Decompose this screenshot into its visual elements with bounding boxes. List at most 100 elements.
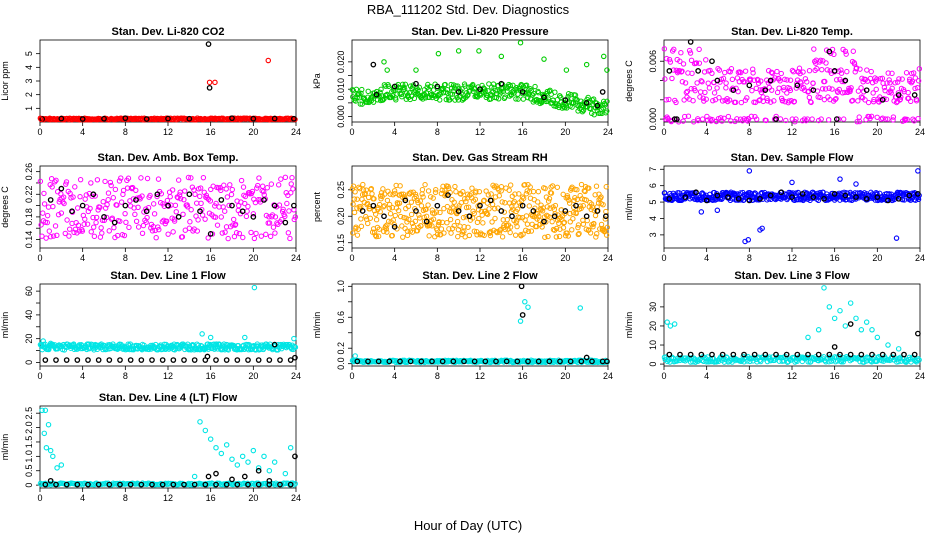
data-point xyxy=(839,78,845,85)
data-point xyxy=(217,185,223,191)
data-point xyxy=(175,177,182,183)
data-point xyxy=(444,220,450,226)
data-point xyxy=(207,198,214,204)
data-point xyxy=(287,235,293,242)
data-point xyxy=(821,285,827,291)
data-point xyxy=(260,183,266,189)
data-point xyxy=(437,209,443,216)
data-point xyxy=(48,234,54,240)
plot-frame xyxy=(663,165,921,249)
data-point xyxy=(715,65,721,72)
data-point xyxy=(758,78,764,84)
data-point xyxy=(254,185,260,191)
panel-y-label: Licor ppm xyxy=(0,61,10,101)
panel-title: Stan. Dev. Li-820 Temp. xyxy=(731,26,853,38)
data-point xyxy=(889,70,895,77)
data-point xyxy=(365,220,371,227)
data-point xyxy=(277,357,283,363)
x-tick-label: 20 xyxy=(872,127,882,137)
data-point xyxy=(63,357,70,363)
data-point xyxy=(853,194,859,201)
data-point xyxy=(245,481,251,488)
data-point xyxy=(874,76,880,82)
x-tick-label: 24 xyxy=(603,127,613,137)
y-tick-label: 5 xyxy=(24,51,34,56)
data-point xyxy=(524,221,531,227)
data-point xyxy=(885,342,891,348)
data-point xyxy=(744,95,750,101)
data-point xyxy=(133,218,140,225)
data-point xyxy=(777,116,784,122)
data-point xyxy=(726,97,733,103)
data-point xyxy=(808,99,814,106)
data-point xyxy=(285,230,292,236)
data-point xyxy=(745,116,752,122)
data-point xyxy=(404,232,411,239)
data-point xyxy=(519,89,526,95)
data-point xyxy=(815,197,822,204)
x-tick-label: 4 xyxy=(704,253,709,263)
data-point xyxy=(879,96,886,103)
data-point xyxy=(855,88,862,94)
data-point xyxy=(599,89,606,95)
data-point xyxy=(413,193,419,200)
data-point xyxy=(400,191,407,197)
data-point xyxy=(289,174,295,181)
data-point xyxy=(170,357,177,363)
data-point xyxy=(783,351,790,358)
data-point xyxy=(41,430,48,437)
data-point xyxy=(462,196,468,202)
data-point xyxy=(570,216,576,222)
data-point xyxy=(600,201,606,208)
data-point xyxy=(125,175,132,181)
data-point xyxy=(186,191,193,198)
data-point xyxy=(679,68,685,74)
data-point xyxy=(79,202,86,209)
data-point xyxy=(42,481,49,488)
data-point xyxy=(476,188,483,195)
data-point xyxy=(397,213,404,220)
data-point xyxy=(287,481,294,488)
data-point xyxy=(603,232,610,238)
data-point xyxy=(466,213,473,220)
data-point xyxy=(914,85,921,91)
data-point xyxy=(116,178,123,184)
x-tick-label: 4 xyxy=(392,127,397,137)
data-point xyxy=(386,205,393,211)
data-point xyxy=(234,462,241,468)
data-point xyxy=(725,113,732,120)
data-point xyxy=(120,187,127,194)
data-point xyxy=(598,194,604,200)
data-point xyxy=(693,60,700,66)
data-point xyxy=(718,115,724,121)
data-point xyxy=(79,116,86,122)
data-point xyxy=(781,87,787,93)
data-point xyxy=(47,477,54,484)
data-point xyxy=(837,176,843,182)
data-point xyxy=(43,235,49,241)
data-point xyxy=(689,70,695,77)
data-point xyxy=(507,83,514,89)
data-point xyxy=(165,202,171,209)
data-point xyxy=(387,191,393,197)
data-point xyxy=(446,226,452,232)
panel-title: Stan. Dev. Line 3 Flow xyxy=(734,270,850,282)
data-point xyxy=(719,351,726,358)
data-point xyxy=(553,234,560,240)
data-point xyxy=(911,92,918,98)
data-point xyxy=(539,208,546,214)
data-point xyxy=(710,97,716,104)
data-point xyxy=(191,357,198,363)
data-point xyxy=(454,218,461,225)
y-tick-label: 2 xyxy=(24,92,34,97)
data-point xyxy=(107,179,114,186)
data-point xyxy=(352,353,358,359)
panel-y-label: ml/min xyxy=(624,194,634,221)
data-point xyxy=(213,200,219,207)
x-tick-label: 4 xyxy=(704,127,709,137)
data-point xyxy=(915,356,921,362)
data-point xyxy=(839,90,846,96)
data-point xyxy=(411,95,418,102)
data-point xyxy=(114,480,120,487)
data-point xyxy=(666,195,673,202)
